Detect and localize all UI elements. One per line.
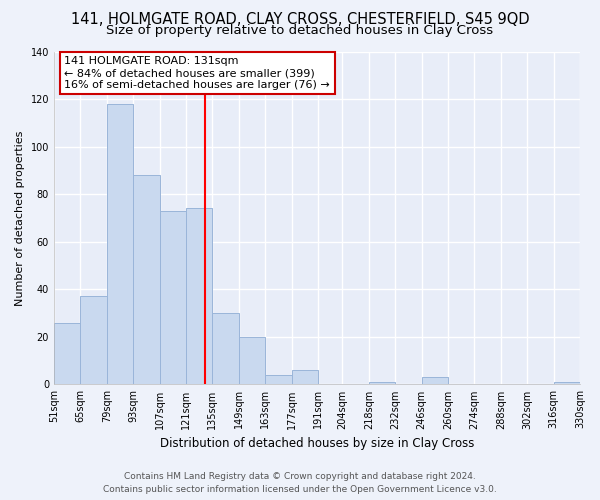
Bar xyxy=(133,175,160,384)
Bar xyxy=(239,337,265,384)
Bar xyxy=(369,382,395,384)
Bar xyxy=(212,313,239,384)
Text: 141 HOLMGATE ROAD: 131sqm
← 84% of detached houses are smaller (399)
16% of semi: 141 HOLMGATE ROAD: 131sqm ← 84% of detac… xyxy=(64,56,330,90)
Bar xyxy=(422,378,448,384)
Y-axis label: Number of detached properties: Number of detached properties xyxy=(15,130,25,306)
Bar xyxy=(554,382,580,384)
Bar xyxy=(80,296,107,384)
X-axis label: Distribution of detached houses by size in Clay Cross: Distribution of detached houses by size … xyxy=(160,437,474,450)
Bar xyxy=(265,375,292,384)
Text: 141, HOLMGATE ROAD, CLAY CROSS, CHESTERFIELD, S45 9QD: 141, HOLMGATE ROAD, CLAY CROSS, CHESTERF… xyxy=(71,12,529,28)
Bar xyxy=(54,322,80,384)
Text: Size of property relative to detached houses in Clay Cross: Size of property relative to detached ho… xyxy=(106,24,494,37)
Bar xyxy=(292,370,318,384)
Bar xyxy=(186,208,212,384)
Text: Contains HM Land Registry data © Crown copyright and database right 2024.
Contai: Contains HM Land Registry data © Crown c… xyxy=(103,472,497,494)
Bar xyxy=(107,104,133,384)
Bar xyxy=(160,211,186,384)
